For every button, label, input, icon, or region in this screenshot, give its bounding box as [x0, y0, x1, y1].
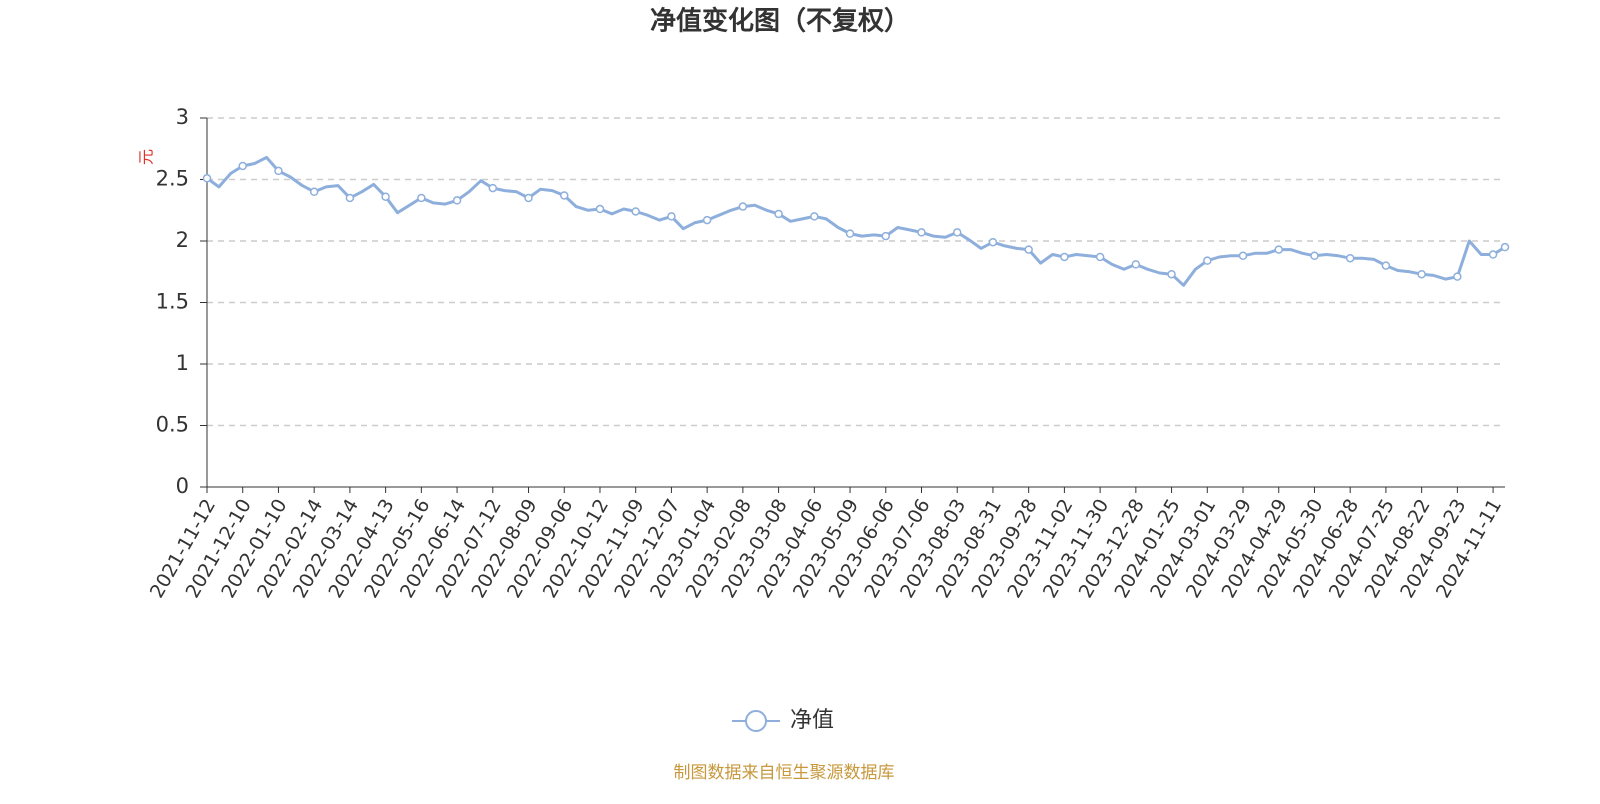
point-marker [202, 174, 212, 183]
y-tick-label: 0.5 [156, 413, 189, 437]
point-marker [917, 228, 926, 237]
source-note: 制图数据来自恒生聚源数据库 [674, 763, 895, 783]
point-marker [845, 229, 855, 238]
point-marker [774, 209, 783, 219]
point-marker [952, 228, 962, 237]
point-marker [702, 215, 712, 225]
point-marker [1488, 250, 1498, 259]
point-marker [238, 161, 247, 171]
point-marker [810, 212, 819, 221]
y-tick-label: 1.5 [156, 290, 189, 314]
point-marker [1238, 251, 1248, 261]
point-marker [1453, 272, 1462, 281]
point-marker [1310, 251, 1319, 261]
y-tick-label: 3 [176, 105, 189, 129]
point-marker [1381, 261, 1391, 270]
point-marker [1131, 260, 1141, 269]
point-marker [1167, 269, 1176, 279]
y-tick-label: 2.5 [156, 167, 189, 191]
point-marker [309, 187, 319, 197]
y-tick-label: 0 [176, 474, 189, 498]
legend-label: 净值 [790, 708, 834, 733]
point-marker [1095, 252, 1105, 262]
point-marker [1024, 245, 1033, 254]
point-marker [631, 207, 640, 216]
legend-marker [745, 710, 767, 732]
point-marker [345, 193, 355, 203]
point-marker [667, 212, 676, 221]
point-marker [488, 183, 498, 193]
point-marker [738, 202, 748, 211]
y-axis-label: 元 [137, 149, 156, 165]
point-marker [1500, 242, 1510, 252]
point-marker [988, 237, 998, 247]
point-marker [1203, 256, 1212, 265]
point-marker [1274, 245, 1283, 254]
point-marker [595, 204, 605, 214]
point-marker [524, 193, 533, 203]
point-marker [1417, 269, 1426, 279]
point-marker [881, 231, 891, 241]
chart-title: 净值变化图（不复权） [650, 6, 910, 37]
point-marker [559, 191, 569, 200]
point-marker [452, 196, 462, 205]
series-line [206, 155, 1506, 287]
point-marker [381, 192, 390, 201]
y-tick-label: 1 [176, 351, 189, 375]
point-marker [417, 193, 426, 203]
point-marker [1060, 252, 1069, 262]
y-tick-label: 2 [176, 228, 189, 252]
point-marker [1345, 253, 1355, 263]
point-marker [274, 166, 283, 176]
